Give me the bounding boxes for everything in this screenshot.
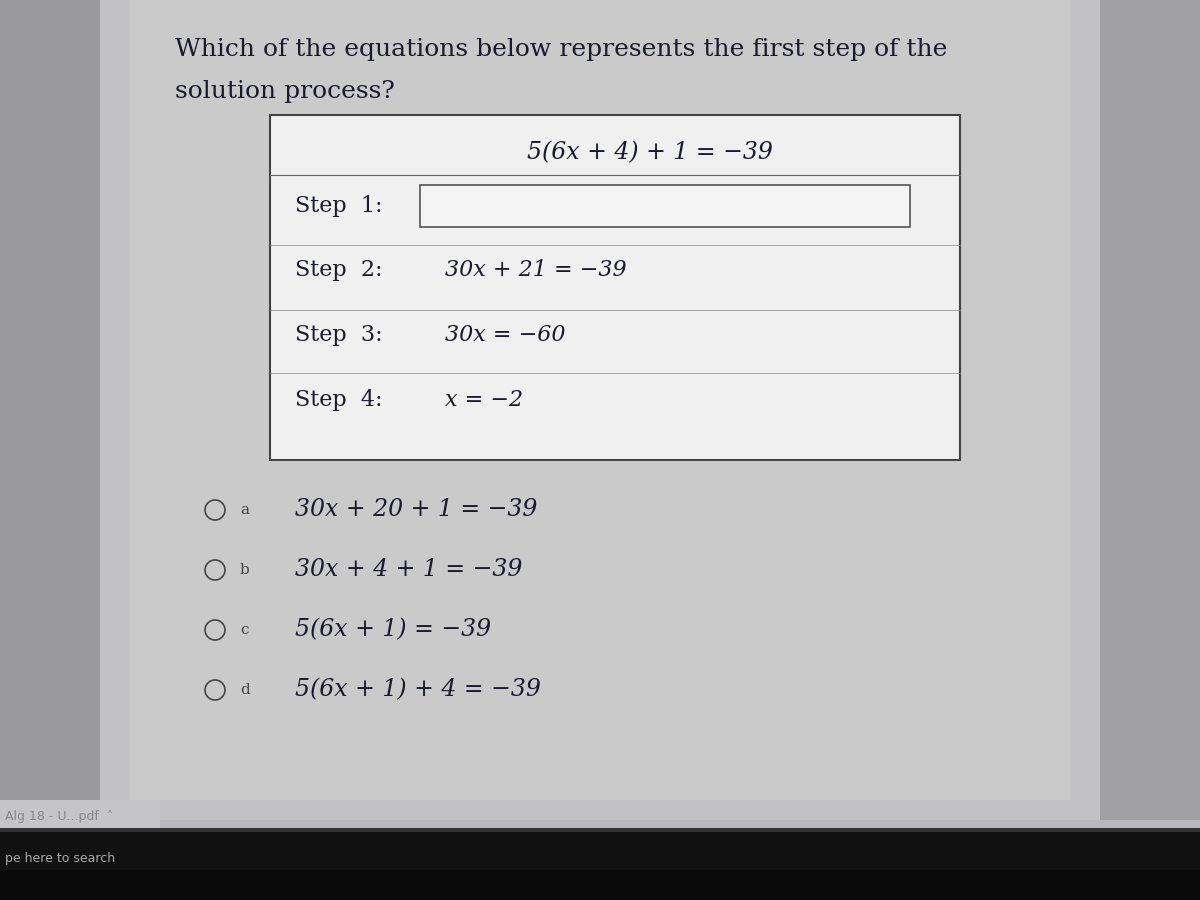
Bar xyxy=(0,0,140,820)
Text: Step  2:: Step 2: xyxy=(295,259,383,281)
Bar xyxy=(100,0,1100,820)
Text: 30x + 21 = −39: 30x + 21 = −39 xyxy=(445,259,626,281)
Text: Step  3:: Step 3: xyxy=(295,324,383,346)
Bar xyxy=(0,870,1200,900)
Bar xyxy=(130,0,1070,800)
Text: b: b xyxy=(240,563,250,577)
Text: Step  1:: Step 1: xyxy=(295,195,383,217)
Text: 5(6x + 4) + 1 = −39: 5(6x + 4) + 1 = −39 xyxy=(527,141,773,165)
Text: pe here to search: pe here to search xyxy=(5,852,115,865)
Text: a: a xyxy=(240,503,250,517)
Bar xyxy=(270,115,960,460)
Text: Alg 18 - U...pdf  ˄: Alg 18 - U...pdf ˄ xyxy=(5,810,113,823)
Text: 30x = −60: 30x = −60 xyxy=(445,324,565,346)
Text: c: c xyxy=(240,623,248,637)
Text: Which of the equations below represents the first step of the: Which of the equations below represents … xyxy=(175,38,947,61)
Bar xyxy=(1060,0,1200,820)
Text: 30x + 4 + 1 = −39: 30x + 4 + 1 = −39 xyxy=(295,559,522,581)
Text: 30x + 20 + 1 = −39: 30x + 20 + 1 = −39 xyxy=(295,499,538,521)
Bar xyxy=(0,800,160,832)
Bar xyxy=(420,185,910,227)
Bar xyxy=(0,828,1200,832)
Text: d: d xyxy=(240,683,250,697)
Text: solution process?: solution process? xyxy=(175,80,395,103)
Bar xyxy=(0,830,1200,900)
Text: 5(6x + 1) = −39: 5(6x + 1) = −39 xyxy=(295,618,491,642)
Text: Step  4:: Step 4: xyxy=(295,389,383,411)
Text: x = −2: x = −2 xyxy=(445,389,523,411)
Text: 5(6x + 1) + 4 = −39: 5(6x + 1) + 4 = −39 xyxy=(295,679,541,701)
